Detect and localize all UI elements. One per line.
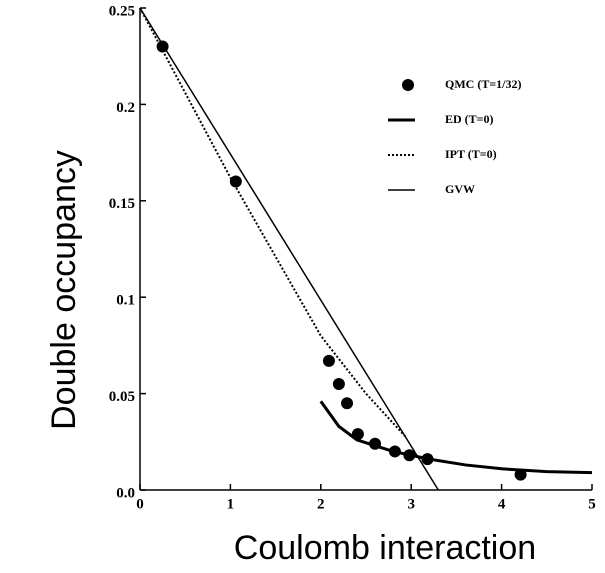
y-tick-label: 0.25 (109, 3, 135, 19)
x-tick-label: 0 (136, 496, 144, 512)
x-tick-label: 1 (227, 496, 235, 512)
x-tick-label: 5 (588, 496, 596, 512)
x-tick-label: 4 (498, 496, 506, 512)
data-point (322, 354, 335, 367)
x-tick-label: 2 (317, 496, 325, 512)
series-line (319, 400, 593, 475)
y-tick-label: 0.2 (116, 100, 135, 116)
series-line (139, 7, 408, 439)
data-point (229, 175, 242, 188)
data-point (341, 397, 354, 410)
legend-label: IPT (T=0) (445, 147, 497, 161)
series-line (139, 7, 439, 491)
y-axis-label: Double occupancy (45, 150, 83, 430)
data-point (332, 377, 345, 390)
y-tick-label: 0.0 (116, 485, 135, 501)
x-tick-label: 3 (407, 496, 415, 512)
y-tick-label: 0.05 (109, 389, 135, 405)
x-axis-label: Coulomb interaction (234, 529, 536, 567)
legend-label: QMC (T=1/32) (445, 77, 522, 91)
legend-label: GVW (445, 182, 475, 196)
y-tick-label: 0.15 (109, 196, 135, 212)
legend-label: ED (T=0) (445, 112, 494, 126)
y-tick-label: 0.1 (116, 293, 135, 309)
legend-marker (402, 79, 414, 91)
